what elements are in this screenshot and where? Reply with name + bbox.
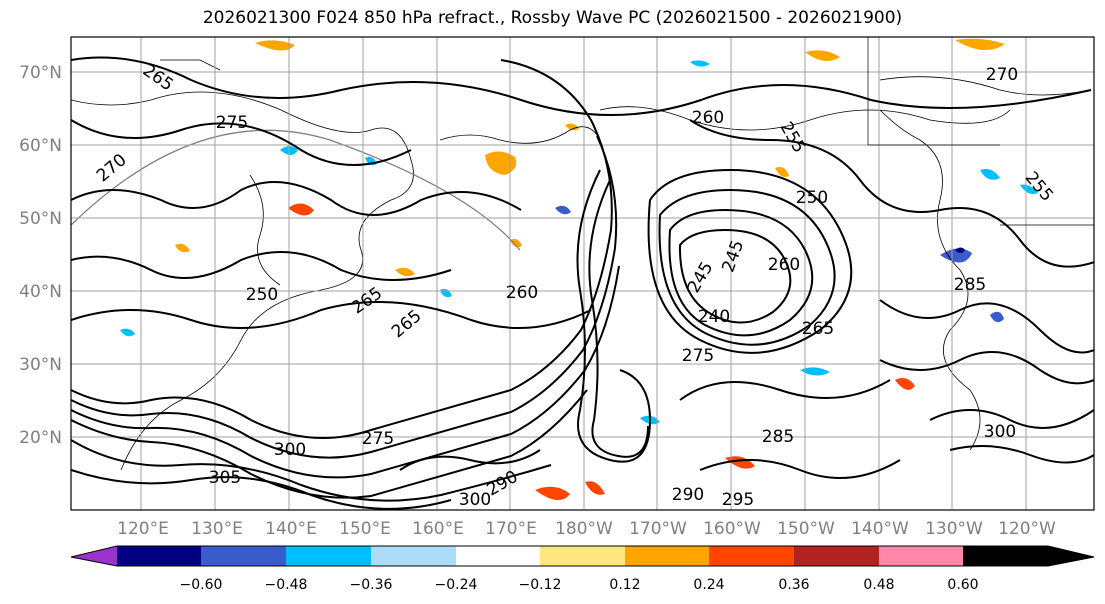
- lat-label: 70°N: [19, 63, 62, 83]
- colorbar-tick-label: 0.36: [778, 577, 809, 593]
- contour-label: 265: [802, 319, 834, 339]
- lon-label: 130°W: [925, 519, 983, 539]
- colorbar-segment: [794, 546, 879, 566]
- colorbar-segment: [117, 546, 201, 566]
- colorbar-over-arrow: [963, 546, 1094, 566]
- colorbar-tick-label: −0.48: [265, 577, 308, 593]
- colorbar-tick-label: −0.12: [519, 577, 562, 593]
- colorbar-tick-label: 0.24: [693, 577, 724, 593]
- colorbar-segment: [201, 546, 286, 566]
- colorbar: −0.60 −0.48 −0.36 −0.24 −0.12 0.12 0.24 …: [70, 545, 1095, 593]
- contour-label: 260: [692, 108, 724, 128]
- colorbar-segment: [371, 546, 456, 566]
- lon-label: 160°W: [703, 519, 761, 539]
- anomaly-patches: [120, 38, 1038, 501]
- latitude-labels: 70°N 60°N 50°N 40°N 30°N 20°N: [19, 63, 62, 448]
- lon-label: 140°W: [851, 519, 909, 539]
- great-circle-arc: [71, 129, 521, 251]
- lon-label: 170°W: [629, 519, 687, 539]
- lon-label: 120°W: [998, 519, 1056, 539]
- lat-label: 40°N: [19, 282, 62, 302]
- lat-label: 50°N: [19, 209, 62, 229]
- contour-label: 300: [274, 440, 306, 460]
- lon-label: 120°E: [117, 519, 169, 539]
- map-title: 2026021300 F024 850 hPa refract., Rossby…: [202, 8, 903, 28]
- lat-label: 30°N: [19, 355, 62, 375]
- colorbar-tick-label: 0.60: [947, 577, 978, 593]
- colorbar-tick-label: 0.12: [609, 577, 640, 593]
- lon-label: 170°E: [485, 519, 537, 539]
- contour-label: 295: [722, 490, 754, 510]
- colorbar-segment: [540, 546, 625, 566]
- colorbar-segment: [625, 546, 709, 566]
- longitude-labels: 120°E 130°E 140°E 150°E 160°E 170°E 180°…: [117, 519, 1056, 539]
- contour-label: 305: [209, 468, 241, 488]
- lon-label: 140°E: [265, 519, 317, 539]
- contour-label: 275: [216, 113, 248, 133]
- contour-label: 240: [698, 307, 730, 327]
- colorbar-segment: [709, 546, 794, 566]
- lat-label: 20°N: [19, 428, 62, 448]
- country-borders: [867, 37, 1094, 226]
- contour-label: 275: [362, 429, 394, 449]
- contour-label: 285: [762, 427, 794, 447]
- colorbar-segment: [286, 546, 371, 566]
- contour-label: 300: [459, 490, 491, 510]
- ocean-background: [71, 37, 1094, 510]
- lon-label: 130°E: [191, 519, 243, 539]
- colorbar-outline: [70, 545, 1095, 567]
- lat-label: 60°N: [19, 136, 62, 156]
- colorbar-tick-label: 0.48: [863, 577, 894, 593]
- map-panel: 265 270 270 275 260 260 260 255 255 250 …: [71, 37, 1094, 510]
- colorbar-ticks: −0.60 −0.48 −0.36 −0.24 −0.12 0.12 0.24 …: [180, 577, 979, 593]
- contour-label: 275: [682, 346, 714, 366]
- colorbar-segment: [456, 546, 540, 566]
- colorbar-under-arrow: [71, 546, 117, 566]
- colorbar-segment: [879, 546, 963, 566]
- colorbar-tick-label: −0.60: [180, 577, 223, 593]
- contour-label: 300: [984, 422, 1016, 442]
- contour-label: 270: [986, 65, 1018, 85]
- contour-label: 290: [672, 485, 704, 505]
- lon-label: 160°E: [412, 519, 464, 539]
- lon-label: 180°W: [555, 519, 613, 539]
- contour-label: 260: [506, 283, 538, 303]
- contour-labels: 265 270 270 275 260 260 260 255 255 250 …: [93, 60, 1057, 510]
- lon-label: 150°W: [777, 519, 835, 539]
- refractivity-contours: [71, 56, 1094, 510]
- colorbar-tick-label: −0.24: [435, 577, 478, 593]
- contour-label: 285: [954, 275, 986, 295]
- contour-label: 260: [768, 255, 800, 275]
- map-frame: [70, 36, 1095, 511]
- contour-label: 250: [246, 285, 278, 305]
- lon-label: 150°E: [339, 519, 391, 539]
- contour-label: 250: [796, 188, 828, 208]
- colorbar-tick-label: −0.36: [350, 577, 393, 593]
